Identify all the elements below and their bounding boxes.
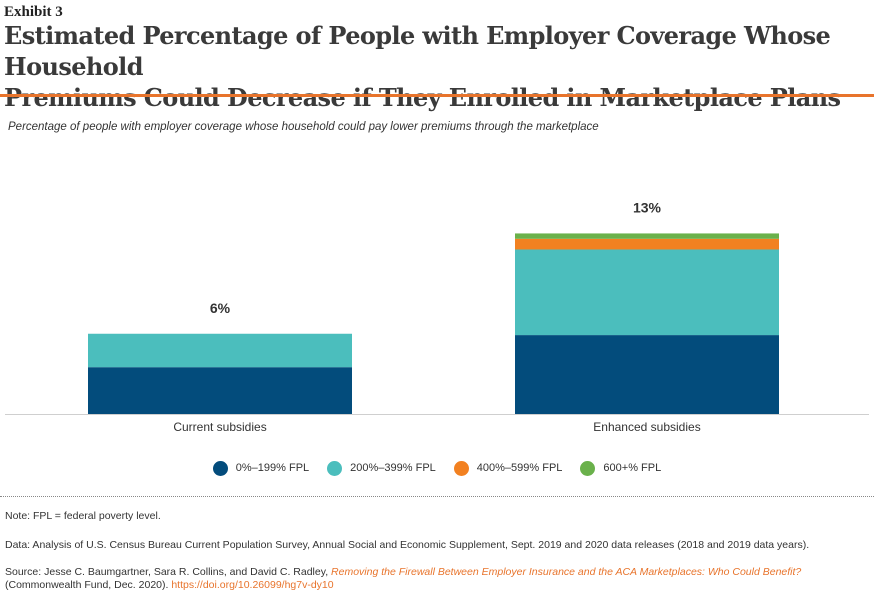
bar-total-label-1: 6% [210,300,231,316]
legend-swatch-600-plus [580,460,596,476]
chart-subtitle: Percentage of people with employer cover… [8,121,599,133]
source-prefix: Source: Jesse C. Baumgartner, Sara R. Co… [5,566,332,578]
bar-segment-2-2 [515,249,779,336]
legend-label-600-plus: 600+% FPL [603,462,662,474]
chart-title: Estimated Percentage of People with Empl… [4,20,870,113]
bar-segment-2-3 [515,238,779,250]
legend-item-400-599: 400%–599% FPL [453,460,563,476]
note-fpl: Note: FPL = federal poverty level. [5,510,161,522]
notes-divider [0,496,874,497]
legend-swatch-0-199 [212,460,228,476]
source-suffix: (Commonwealth Fund, Dec. 2020). [5,579,172,591]
legend-label-0-199: 0%–199% FPL [235,462,310,474]
header-rule [0,94,874,97]
note-source: Source: Jesse C. Baumgartner, Sara R. Co… [5,566,865,592]
legend-label-200-399: 200%–399% FPL [350,462,436,474]
bar-segment-2-4 [515,233,779,239]
source-doi-link[interactable]: https://doi.org/10.26099/hg7v-dy10 [171,579,334,591]
chart-title-line-2: Premiums Could Decrease if They Enrolled… [4,83,841,112]
legend-item-200-399: 200%–399% FPL [327,460,436,476]
legend-swatch-400-599 [453,460,469,476]
chart-title-line-1: Estimated Percentage of People with Empl… [4,21,831,81]
source-title-link[interactable]: Removing the Firewall Between Employer I… [331,566,802,578]
legend-label-400-599: 400%–599% FPL [476,462,563,474]
legend-item-600-plus: 600+% FPL [580,460,662,476]
legend-swatch-200-399 [327,460,343,476]
note-data: Data: Analysis of U.S. Census Bureau Cur… [5,539,810,551]
bar-segment-1-1 [88,367,352,414]
legend: 0%–199% FPL 200%–399% FPL 400%–599% FPL … [0,458,874,478]
bar-total-label-2: 13% [633,199,662,215]
stacked-bar-chart: 6% Current subsidies 13% Enhanced subsidies [5,199,869,434]
bar-segment-2-1 [515,335,779,414]
exhibit-label: Exhibit 3 [4,4,63,20]
category-label-1: Current subsidies [173,420,266,434]
legend-item-0-199: 0%–199% FPL [212,460,310,476]
category-label-2: Enhanced subsidies [593,420,700,434]
bar-segment-1-2 [88,333,352,368]
